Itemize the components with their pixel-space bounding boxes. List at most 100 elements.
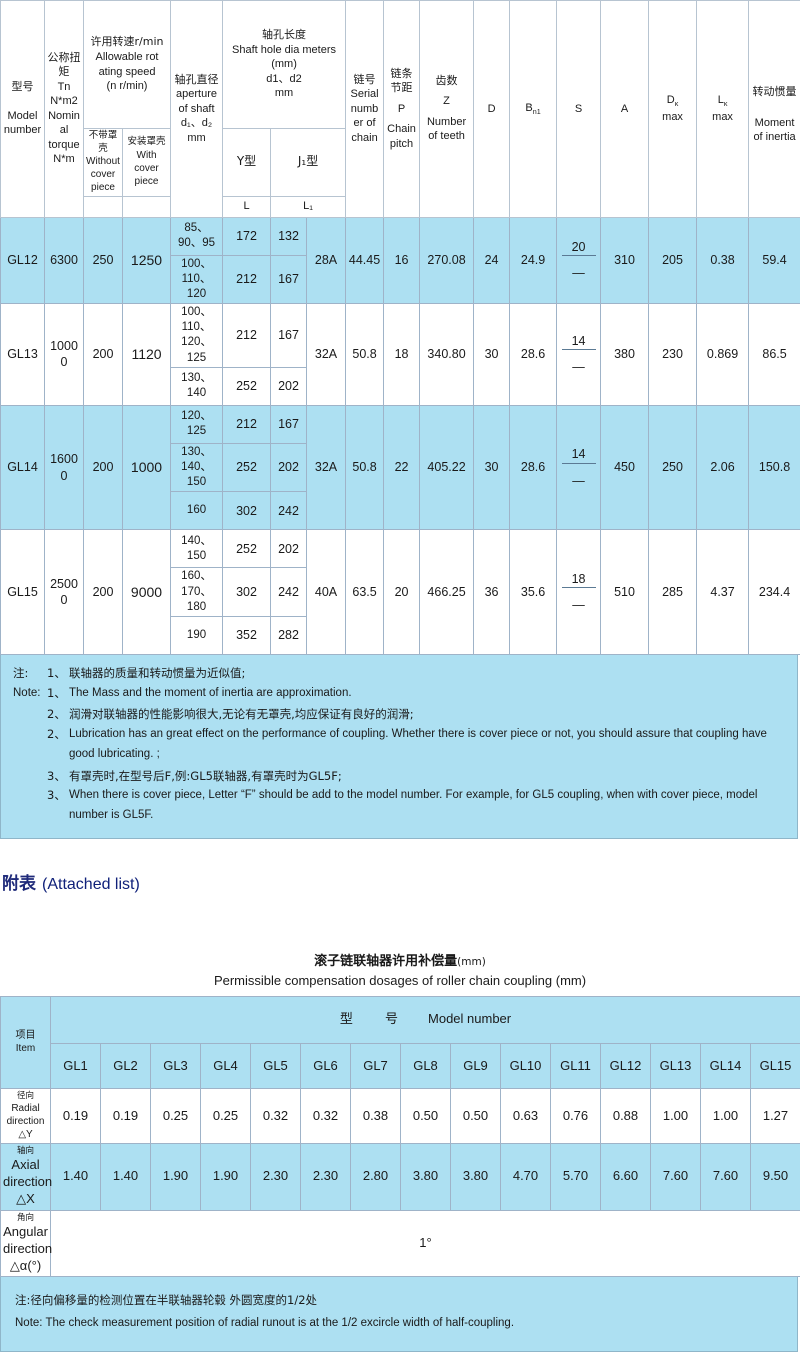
spec-table-header: 型号 Model number 公称扭矩 Tn N*m2 Nominal tor… — [1, 1, 800, 218]
cell-D: 405.22 — [420, 405, 474, 530]
comp-cell-gl11: 0.76 — [551, 1088, 601, 1143]
comp-cell-gl3: 1.90 — [151, 1144, 201, 1211]
cell-A-top: 14 — [562, 447, 596, 463]
comp-cell-gl10: 4.70 — [501, 1144, 551, 1211]
comp-cell-gl8: 0.50 — [401, 1088, 451, 1143]
note-number-1-en: 1、 — [47, 684, 69, 704]
cell-bore-length-L1: 167 — [271, 255, 307, 304]
cell-nominal-torque: 16000 — [45, 405, 84, 530]
comp-cell-gl15: 9.50 — [751, 1144, 800, 1211]
cell-bore-diameter: 100、110、120 — [171, 255, 223, 304]
cell-bore-length-L1: 242 — [271, 568, 307, 617]
comp-note-cn: 注:径向偏移量的检测位置在半联轴器轮毂 外圆宽度的1/2处 — [15, 1289, 783, 1312]
cell-speed-without-cover: 250 — [84, 217, 123, 304]
cell-speed-with-cover: 1000 — [123, 405, 171, 530]
cell-S: 28.6 — [510, 405, 557, 530]
note-row-cn-1: 注: 1、 联轴器的质量和转动惯量为近似值; — [13, 664, 785, 684]
comp-cell-gl1: 0.19 — [51, 1088, 101, 1143]
comp-cell-gl9: 0.50 — [451, 1088, 501, 1143]
header-speed-with-cover-spacer — [123, 196, 171, 217]
cell-S: 35.6 — [510, 530, 557, 655]
note-text-2-en: Lubrication has an great effect on the p… — [69, 725, 785, 765]
header-allowable-speed: 许用转速r/min Allowable rot ating speed (n r… — [84, 1, 171, 129]
cell-bore-length-L1: 132 — [271, 217, 307, 255]
header-Dk-max: Dκ max — [649, 1, 697, 218]
specification-table: 型号 Model number 公称扭矩 Tn N*m2 Nominal tor… — [0, 0, 800, 655]
note-text-3-en: When there is cover piece, Letter “F” sh… — [69, 786, 785, 826]
header-bore-diameter: 轴孔直径 aperture of shaft d₁、d₂ mm — [171, 1, 223, 218]
cell-bore-length-L1: 167 — [271, 304, 307, 368]
cell-Dk-max: 310 — [601, 217, 649, 304]
comp-row-label-cn: 径向 — [3, 1091, 48, 1102]
note-text-2-cn: 润滑对联轴器的性能影响很大,无论有无罩壳,均应保证有良好的润滑; — [69, 705, 785, 725]
cell-moment-of-inertia: 4.37 — [697, 530, 749, 655]
cell-bore-diameter: 160 — [171, 492, 223, 530]
cell-chain-pitch: 50.8 — [346, 304, 384, 406]
cell-Dk-max: 450 — [601, 405, 649, 530]
cell-A-top: 20 — [562, 240, 596, 256]
note-text-3-cn: 有罩壳时,在型号后F,例:GL5联轴器,有罩壳时为GL5F; — [69, 767, 785, 787]
comp-header-model-gl10: GL10 — [501, 1043, 551, 1088]
cell-A-top: 18 — [562, 572, 596, 588]
cell-bore-length-L: 212 — [223, 405, 271, 443]
comp-cell-gl5: 0.32 — [251, 1088, 301, 1143]
cell-moment-of-inertia: 0.38 — [697, 217, 749, 304]
header-speed-without-cover-spacer — [84, 196, 123, 217]
comp-header-model-gl3: GL3 — [151, 1043, 201, 1088]
cell-chain-pitch: 50.8 — [346, 405, 384, 530]
comp-cell-gl3: 0.25 — [151, 1088, 201, 1143]
note-row-en-1: Note: 1、 The Mass and the moment of iner… — [13, 684, 785, 704]
header-chain-pitch: 链条节距 P Chain pitch — [384, 1, 420, 218]
comp-cell-gl2: 1.40 — [101, 1144, 151, 1211]
note-label-cn: 注: — [13, 664, 47, 684]
comp-cell-gl15: 1.27 — [751, 1088, 800, 1143]
comp-header-model-gl13: GL13 — [651, 1043, 701, 1088]
comp-header-model-gl6: GL6 — [301, 1043, 351, 1088]
cell-bore-diameter: 85、90、95 — [171, 217, 223, 255]
comp-header-model-gl4: GL4 — [201, 1043, 251, 1088]
cell-bore-length-L: 172 — [223, 217, 271, 255]
attached-list-heading: 附表(Attached list) — [2, 869, 800, 894]
comp-cell-gl11: 5.70 — [551, 1144, 601, 1211]
comp-header-model-gl14: GL14 — [701, 1043, 751, 1088]
cell-Bn1: 30 — [474, 304, 510, 406]
cell-Bn1: 24 — [474, 217, 510, 304]
note-number-2-cn: 2、 — [47, 705, 69, 725]
note-number-1-cn: 1、 — [47, 664, 69, 684]
cell-bore-diameter: 140、150 — [171, 530, 223, 568]
comp-cell-gl8: 3.80 — [401, 1144, 451, 1211]
header-Bn1: Bn1 — [510, 1, 557, 218]
cell-bore-length-L1: 202 — [271, 530, 307, 568]
comp-cell-gl7: 0.38 — [351, 1088, 401, 1143]
cell-bore-length-L1: 167 — [271, 405, 307, 443]
comp-cell-gl5: 2.30 — [251, 1144, 301, 1211]
comp-header-model-gl9: GL9 — [451, 1043, 501, 1088]
comp-row-label-cn: 角向 — [3, 1213, 48, 1224]
header-Lk-max: Lκ max — [697, 1, 749, 218]
cell-speed-without-cover: 200 — [84, 304, 123, 406]
cell-bore-length-L1: 282 — [271, 616, 307, 654]
note-row-en-2: 2、 Lubrication has an great effect on th… — [13, 725, 785, 765]
cell-moment-of-inertia: 0.869 — [697, 304, 749, 406]
cell-chain-pitch: 44.45 — [346, 217, 384, 304]
comp-cell-gl7: 2.80 — [351, 1144, 401, 1211]
cell-nominal-torque: 10000 — [45, 304, 84, 406]
cell-chain-serial: 28A — [307, 217, 346, 304]
cell-A: 18— — [557, 530, 601, 655]
comp-row-label-en: Radial direction — [3, 1102, 48, 1128]
header-speed-without-cover: 不带罩壳 Without cover piece — [84, 129, 123, 197]
cell-model: GL12 — [1, 217, 45, 304]
comp-cell-gl6: 0.32 — [301, 1088, 351, 1143]
cell-bore-diameter: 100、110、120、125 — [171, 304, 223, 368]
comp-table-title-unit: (mm) — [457, 956, 486, 968]
cell-bore-length-L: 352 — [223, 616, 271, 654]
